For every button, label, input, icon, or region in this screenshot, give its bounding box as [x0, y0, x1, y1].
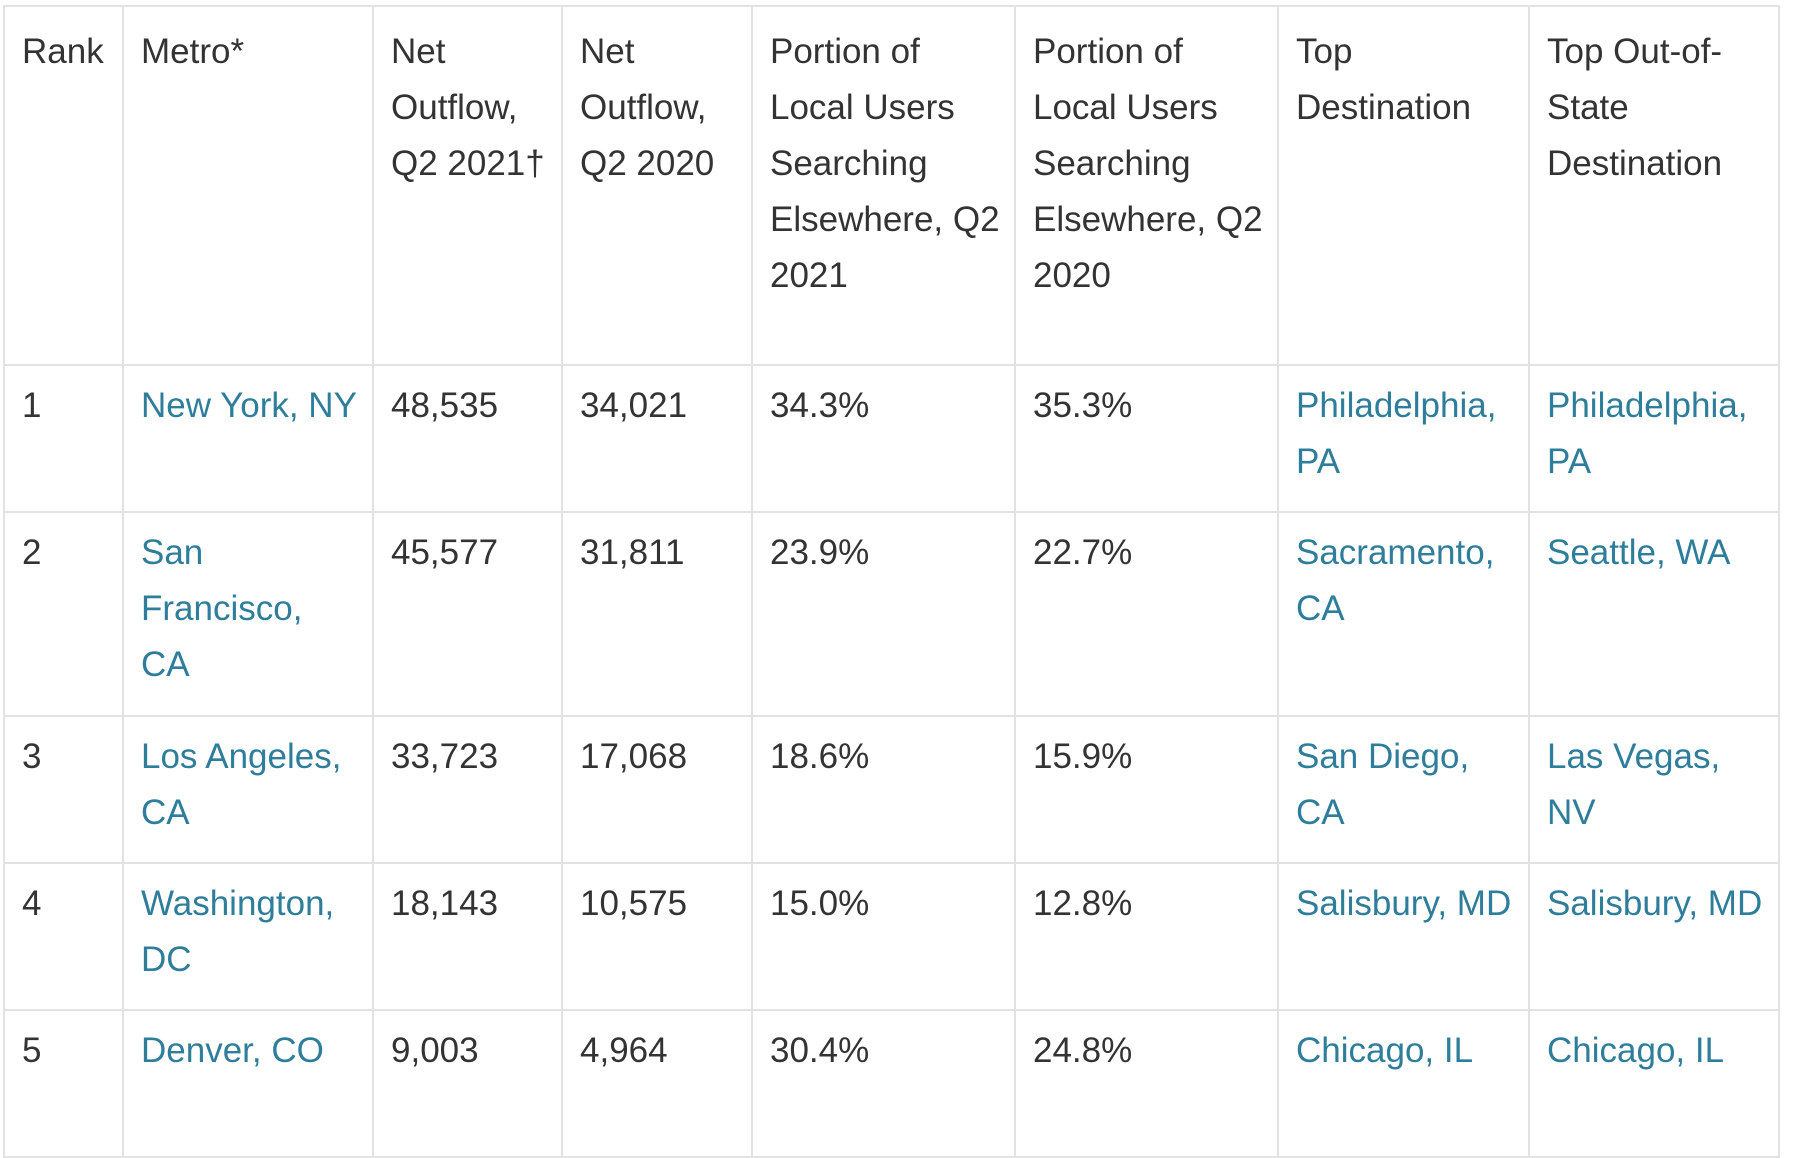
cell-top-out-of-state: Chicago, IL	[1528, 1009, 1780, 1158]
metro-link[interactable]: Denver, CO	[141, 1031, 324, 1070]
header-top-out-of-state: Top Out-of-State Destination	[1528, 5, 1780, 366]
cell-outflow-2020: 17,068	[561, 715, 753, 864]
top-out-of-state-link[interactable]: Las Vegas, NV	[1547, 737, 1721, 832]
header-top-destination: Top Destination	[1277, 5, 1530, 366]
header-metro: Metro*	[122, 5, 374, 366]
cell-top-destination: Salisbury, MD	[1277, 862, 1530, 1011]
header-outflow-2021: Net Outflow, Q2 2021†	[372, 5, 563, 366]
top-out-of-state-link[interactable]: Seattle, WA	[1547, 533, 1731, 572]
cell-outflow-2021: 48,535	[372, 364, 563, 513]
cell-metro: Washington, DC	[122, 862, 374, 1011]
cell-top-out-of-state: Philadelphia, PA	[1528, 364, 1780, 513]
metro-link[interactable]: New York, NY	[141, 386, 357, 425]
cell-rank: 4	[3, 862, 124, 1011]
table-row: 5 Denver, CO 9,003 4,964 30.4% 24.8% Chi…	[3, 1009, 1780, 1158]
metro-link[interactable]: Los Angeles, CA	[141, 737, 342, 832]
table-body: 1 New York, NY 48,535 34,021 34.3% 35.3%…	[3, 364, 1780, 1158]
cell-top-out-of-state: Las Vegas, NV	[1528, 715, 1780, 864]
metro-link[interactable]: Washington, DC	[141, 884, 335, 979]
cell-outflow-2020: 31,811	[561, 511, 753, 717]
cell-portion-2020: 15.9%	[1014, 715, 1279, 864]
cell-rank: 1	[3, 364, 124, 513]
top-out-of-state-link[interactable]: Chicago, IL	[1547, 1031, 1725, 1070]
cell-metro: Los Angeles, CA	[122, 715, 374, 864]
header-portion-2021: Portion of Local Users Searching Elsewhe…	[751, 5, 1016, 366]
migration-table-container: Rank Metro* Net Outflow, Q2 2021† Net Ou…	[3, 5, 1780, 1158]
cell-portion-2021: 15.0%	[751, 862, 1016, 1011]
cell-top-out-of-state: Salisbury, MD	[1528, 862, 1780, 1011]
top-destination-link[interactable]: San Diego, CA	[1296, 737, 1470, 832]
top-out-of-state-link[interactable]: Philadelphia, PA	[1547, 386, 1748, 481]
cell-portion-2020: 35.3%	[1014, 364, 1279, 513]
cell-top-destination: Chicago, IL	[1277, 1009, 1530, 1158]
cell-rank: 2	[3, 511, 124, 717]
cell-portion-2021: 30.4%	[751, 1009, 1016, 1158]
metro-link[interactable]: San Francisco, CA	[141, 533, 303, 684]
cell-outflow-2021: 45,577	[372, 511, 563, 717]
header-outflow-2020: Net Outflow, Q2 2020	[561, 5, 753, 366]
cell-rank: 3	[3, 715, 124, 864]
header-portion-2020: Portion of Local Users Searching Elsewhe…	[1014, 5, 1279, 366]
table-header: Rank Metro* Net Outflow, Q2 2021† Net Ou…	[3, 5, 1780, 366]
cell-outflow-2021: 33,723	[372, 715, 563, 864]
cell-rank: 5	[3, 1009, 124, 1158]
cell-top-destination: Sacramento, CA	[1277, 511, 1530, 717]
cell-metro: Denver, CO	[122, 1009, 374, 1158]
cell-top-destination: Philadelphia, PA	[1277, 364, 1530, 513]
cell-outflow-2020: 34,021	[561, 364, 753, 513]
table-row: 2 San Francisco, CA 45,577 31,811 23.9% …	[3, 511, 1780, 717]
migration-table: Rank Metro* Net Outflow, Q2 2021† Net Ou…	[3, 5, 1780, 1158]
cell-outflow-2021: 18,143	[372, 862, 563, 1011]
top-destination-link[interactable]: Philadelphia, PA	[1296, 386, 1497, 481]
cell-portion-2020: 24.8%	[1014, 1009, 1279, 1158]
table-row: 1 New York, NY 48,535 34,021 34.3% 35.3%…	[3, 364, 1780, 513]
cell-top-out-of-state: Seattle, WA	[1528, 511, 1780, 717]
cell-portion-2021: 18.6%	[751, 715, 1016, 864]
header-rank: Rank	[3, 5, 124, 366]
cell-top-destination: San Diego, CA	[1277, 715, 1530, 864]
cell-outflow-2020: 4,964	[561, 1009, 753, 1158]
cell-portion-2020: 12.8%	[1014, 862, 1279, 1011]
top-out-of-state-link[interactable]: Salisbury, MD	[1547, 884, 1763, 923]
table-row: 4 Washington, DC 18,143 10,575 15.0% 12.…	[3, 862, 1780, 1011]
cell-outflow-2020: 10,575	[561, 862, 753, 1011]
table-row: 3 Los Angeles, CA 33,723 17,068 18.6% 15…	[3, 715, 1780, 864]
cell-outflow-2021: 9,003	[372, 1009, 563, 1158]
header-row: Rank Metro* Net Outflow, Q2 2021† Net Ou…	[3, 5, 1780, 366]
top-destination-link[interactable]: Sacramento, CA	[1296, 533, 1495, 628]
cell-portion-2020: 22.7%	[1014, 511, 1279, 717]
cell-metro: San Francisco, CA	[122, 511, 374, 717]
cell-portion-2021: 23.9%	[751, 511, 1016, 717]
cell-portion-2021: 34.3%	[751, 364, 1016, 513]
top-destination-link[interactable]: Salisbury, MD	[1296, 884, 1512, 923]
top-destination-link[interactable]: Chicago, IL	[1296, 1031, 1474, 1070]
cell-metro: New York, NY	[122, 364, 374, 513]
